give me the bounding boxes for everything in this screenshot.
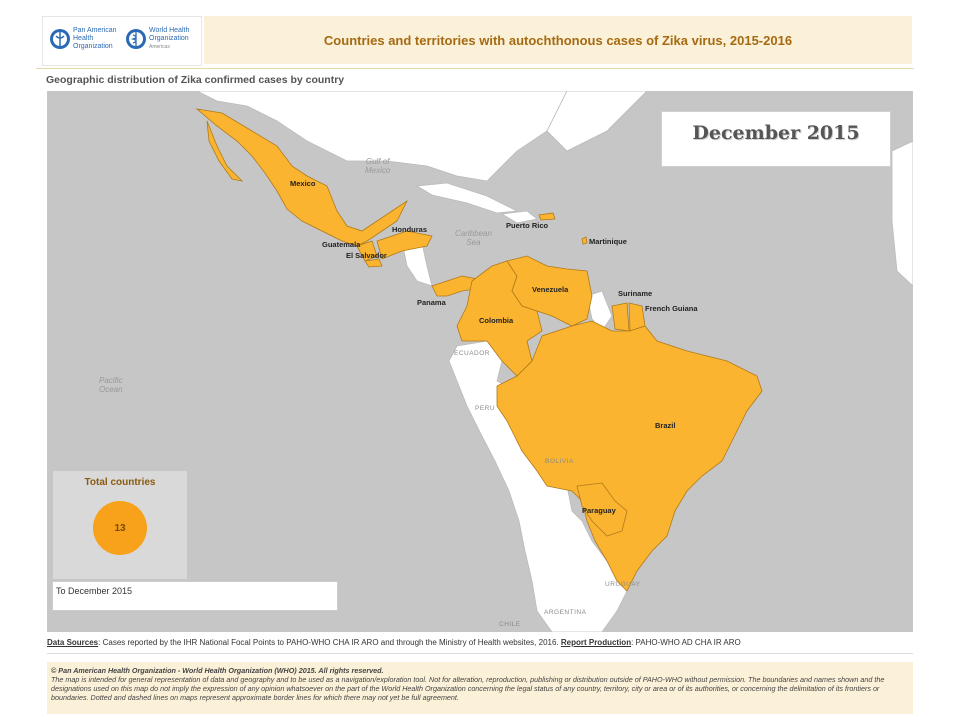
- map-subtitle: Geographic distribution of Zika confirme…: [46, 74, 345, 86]
- martinique-shape: [581, 236, 588, 245]
- paho-logo-text-1: Pan American: [73, 27, 117, 34]
- label-ecuador: ECUADOR: [454, 350, 491, 357]
- label-caribbean-sea: Caribbean Sea: [455, 229, 492, 247]
- page-title: Countries and territories with autochtho…: [323, 33, 793, 48]
- usa-landmass: [196, 91, 568, 182]
- label-gulf-of-mexico: Gulf of Mexico: [365, 157, 391, 175]
- label-french-guiana: French Guiana: [645, 304, 698, 313]
- footer-disclaimer-text: The map is intended for general represen…: [51, 675, 885, 702]
- map-canvas: [195, 91, 913, 632]
- date-box: December 2015: [661, 111, 891, 167]
- total-countries-box: Total countries 13: [53, 471, 187, 579]
- label-mexico: Mexico: [290, 179, 316, 188]
- report-production-label: Report Production: [560, 638, 632, 647]
- label-colombia: Colombia: [479, 316, 514, 325]
- who-logo-text-1: World Health: [149, 27, 190, 34]
- data-sources-label: Data Sources: [47, 638, 99, 647]
- brazil-shape: [496, 320, 763, 592]
- north-atlantic-coast: [546, 91, 648, 152]
- paho-logo: Pan American Health Organization: [49, 27, 117, 51]
- cuba-island: [415, 182, 519, 214]
- label-honduras: Honduras: [392, 225, 428, 234]
- total-countries-title: Total countries: [84, 477, 156, 488]
- paho-logo-text-3: Organization: [73, 43, 113, 50]
- data-sources: Data Sources: Cases reported by the IHR …: [47, 638, 913, 654]
- label-puerto-rico: Puerto Rico: [506, 221, 549, 230]
- who-logo-region: Americas: [149, 44, 170, 50]
- label-suriname: Suriname: [618, 289, 653, 298]
- label-martinique: Martinique: [589, 237, 627, 246]
- label-guatemala: Guatemala: [322, 240, 361, 249]
- label-paraguay: Paraguay: [582, 506, 616, 515]
- el-salvador-shape: [364, 258, 383, 268]
- report-frame: Pan American Health Organization World H…: [36, 14, 914, 714]
- label-argentina: ARGENTINA: [544, 609, 587, 616]
- report-production-text: : PAHO-WHO AD CHA IR ARO: [631, 638, 741, 647]
- hispaniola-island: [500, 210, 538, 224]
- title-band: Countries and territories with autochtho…: [204, 16, 912, 64]
- guatemala-shape: [356, 240, 378, 262]
- honduras-shape: [376, 230, 433, 260]
- label-el-salvador: El Salvador: [346, 251, 387, 260]
- paho-emblem-icon: [50, 29, 70, 49]
- guyana: [586, 290, 613, 332]
- label-pacific-ocean: Pacific Ocean: [99, 376, 123, 394]
- who-logo: World Health Organization Americas: [125, 27, 189, 51]
- label-brazil: Brazil: [655, 421, 676, 430]
- paraguay-shape: [576, 482, 628, 537]
- who-logo-text-2: Organization: [149, 35, 189, 42]
- label-bolivia: BOLIVIA: [545, 458, 574, 465]
- mexico-shape: [195, 108, 409, 247]
- footer-copyright: © Pan American Health Organization - Wor…: [51, 666, 384, 675]
- suriname-shape: [611, 302, 630, 332]
- total-countries-count: 13: [93, 501, 147, 555]
- label-panama: Panama: [417, 298, 446, 307]
- period-box: To December 2015: [52, 581, 338, 611]
- paho-logo-text-2: Health: [73, 35, 94, 42]
- logo-box: Pan American Health Organization World H…: [42, 16, 202, 66]
- west-africa-edge: [891, 140, 913, 287]
- date-label: December 2015: [692, 122, 860, 144]
- venezuela-shape: [506, 255, 593, 327]
- zika-map: Mexico Guatemala El Salvador Honduras Pu…: [47, 91, 913, 632]
- report-header: Pan American Health Organization World H…: [36, 14, 914, 69]
- who-emblem-icon: [126, 29, 146, 49]
- footer-disclaimer: © Pan American Health Organization - Wor…: [47, 662, 913, 714]
- data-sources-text: : Cases reported by the IHR National Foc…: [98, 638, 561, 647]
- label-uruguay: URUGUAY: [605, 581, 641, 588]
- label-venezuela: Venezuela: [532, 285, 569, 294]
- puerto-rico-shape: [538, 212, 556, 221]
- label-chile: CHILE: [499, 621, 521, 628]
- label-peru: PERU: [475, 405, 496, 412]
